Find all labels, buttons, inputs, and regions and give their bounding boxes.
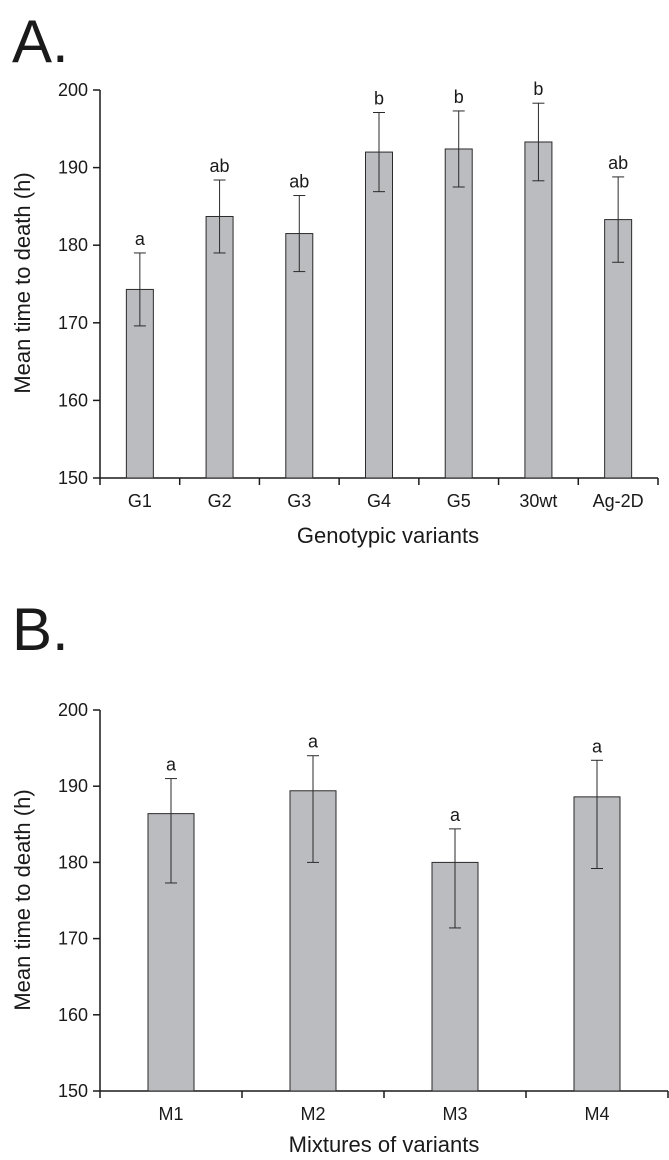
y-tick-label: 170 bbox=[58, 929, 88, 949]
y-tick-label: 180 bbox=[58, 235, 88, 255]
y-tick-label: 160 bbox=[58, 390, 88, 410]
x-tick-label: G5 bbox=[447, 491, 471, 511]
significance-label: a bbox=[308, 732, 319, 752]
significance-label: a bbox=[592, 736, 603, 756]
x-tick-label: G3 bbox=[287, 491, 311, 511]
significance-label: b bbox=[374, 89, 384, 109]
panel-b-label: B. bbox=[12, 596, 69, 663]
bar bbox=[125, 288, 154, 479]
panel-b-plot-area: 150 160 170 180 190 200 a M1 a M2 a M3 a M4 bbox=[58, 700, 669, 1124]
significance-label: a bbox=[135, 229, 146, 249]
y-tick-label: 180 bbox=[58, 852, 88, 872]
y-tick-label: 200 bbox=[58, 80, 88, 100]
significance-label: ab bbox=[289, 172, 309, 192]
y-tick-label: 190 bbox=[58, 158, 88, 178]
significance-label: b bbox=[533, 79, 543, 99]
y-tick-label: 200 bbox=[58, 700, 88, 720]
x-tick-label: M4 bbox=[584, 1104, 609, 1124]
x-tick-label: M2 bbox=[300, 1104, 325, 1124]
significance-label: ab bbox=[210, 156, 230, 176]
y-tick-label: 190 bbox=[58, 776, 88, 796]
bar bbox=[444, 148, 473, 479]
x-tick-label: M3 bbox=[442, 1104, 467, 1124]
panel-a: A. Genotypic variants Mean time to death… bbox=[10, 8, 659, 548]
significance-label: b bbox=[454, 87, 464, 107]
bar bbox=[205, 215, 234, 479]
y-tick-label: 160 bbox=[58, 1005, 88, 1025]
panel-b-y-axis-title: Mean time to death (h) bbox=[10, 789, 35, 1010]
y-tick-label: 150 bbox=[58, 468, 88, 488]
panel-a-label: A. bbox=[12, 8, 69, 75]
significance-label: a bbox=[450, 805, 461, 825]
y-tick-label: 150 bbox=[58, 1081, 88, 1101]
bar bbox=[365, 151, 393, 479]
x-tick-label: Ag-2D bbox=[593, 491, 644, 511]
x-tick-label: G4 bbox=[367, 491, 391, 511]
panel-a-x-axis-title: Genotypic variants bbox=[297, 523, 479, 548]
panel-b: B. Mixtures of variants Mean time to dea… bbox=[10, 596, 669, 1157]
panel-a-y-axis-title: Mean time to death (h) bbox=[10, 172, 35, 393]
x-tick-label: M1 bbox=[158, 1104, 183, 1124]
x-tick-label: G1 bbox=[128, 491, 152, 511]
significance-label: a bbox=[166, 755, 177, 775]
y-tick-label: 170 bbox=[58, 313, 88, 333]
panel-b-x-axis-title: Mixtures of variants bbox=[289, 1132, 480, 1157]
bar bbox=[524, 141, 553, 479]
panel-a-plot-area: 150 160 170 180 190 200 a G1 ab G2 ab G3 b G4 b G5 b 30wt… bbox=[58, 79, 659, 511]
x-tick-label: G2 bbox=[208, 491, 232, 511]
x-tick-label: 30wt bbox=[519, 491, 557, 511]
significance-label: ab bbox=[608, 153, 628, 173]
